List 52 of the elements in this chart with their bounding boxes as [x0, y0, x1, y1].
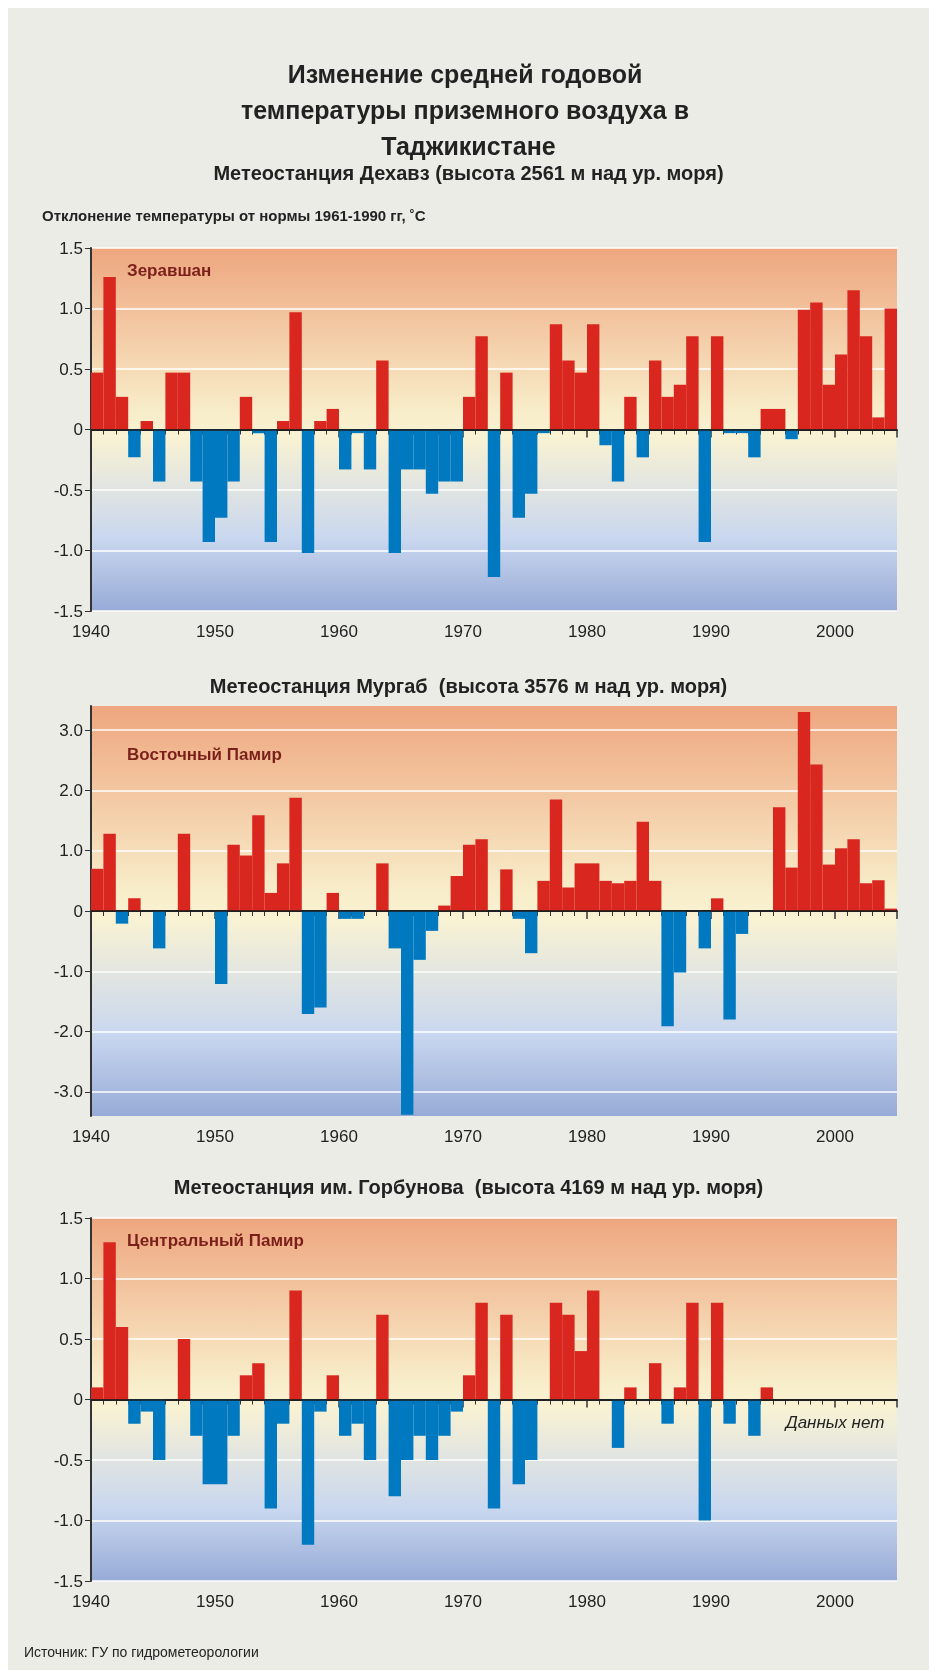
annotation: Зеравшан [127, 261, 212, 280]
x-tick-label: 1980 [568, 1127, 606, 1146]
y-tick-label: -2.0 [53, 1022, 83, 1042]
y-tick-label: -3.0 [53, 1082, 83, 1102]
y-tick-label: 2.0 [59, 780, 83, 800]
x-tick-label: 1970 [444, 622, 482, 641]
y-tick-label: 1.0 [59, 1269, 83, 1288]
x-tick-label: 1940 [72, 1592, 110, 1611]
chart-title: Изменение средней годовой температуры приземного воздуха в Таджикистане [241, 60, 696, 160]
annotation: Данных нет [783, 1413, 885, 1432]
x-tick-label: 1990 [692, 1592, 730, 1611]
y-tick-label: 1.5 [59, 1208, 83, 1228]
y-tick-label: -1.5 [53, 601, 83, 621]
chart-subtitle: Метеостанция им. Горбунова (высота 4169 м над ур. моря) [173, 1176, 764, 1198]
y-tick-label: 0 [73, 420, 83, 439]
x-tick-label: 1990 [692, 622, 730, 641]
y-tick-label: 0 [73, 1390, 83, 1409]
x-tick-label: 1980 [568, 622, 606, 641]
x-tick-label: 1940 [72, 1127, 110, 1146]
x-tick-label: 1970 [444, 1127, 482, 1146]
y-tick-label: 1.5 [59, 238, 83, 258]
x-tick-label: 1960 [320, 622, 358, 641]
x-tick-label: 2000 [816, 622, 854, 641]
x-tick-label: 1950 [196, 1127, 234, 1146]
y-tick-label: 0 [73, 901, 83, 921]
chart-subtitle: Метеостанция Мургаб (высота 3576 м над ур. моря) [209, 675, 728, 697]
y-tick-label: 0.5 [59, 359, 83, 379]
x-tick-label: 2000 [816, 1127, 854, 1146]
x-tick-label: 1950 [196, 622, 234, 641]
y-tick-label: 0.5 [59, 1329, 83, 1349]
x-tick-label: 1990 [692, 1127, 730, 1146]
y-tick-label: -0.5 [53, 1450, 83, 1470]
y-tick-label: -1.5 [53, 1571, 83, 1591]
x-tick-label: 1950 [196, 1592, 234, 1611]
x-tick-label: 1970 [444, 1592, 482, 1611]
text: Источник: ГУ по гидрометеорологии [24, 1644, 259, 1660]
y-axis-title: Отклонение температуры от нормы 1961-1990 гг, ˚С [42, 207, 426, 224]
y-tick-label: -1.0 [53, 1511, 83, 1530]
y-tick-label: -0.5 [53, 480, 83, 500]
x-tick-label: 1960 [320, 1592, 358, 1611]
x-tick-label: 1940 [72, 622, 110, 641]
x-tick-label: 1980 [568, 1592, 606, 1611]
x-tick-label: 2000 [816, 1592, 854, 1611]
y-tick-label: -1.0 [53, 541, 83, 560]
x-tick-label: 1960 [320, 1127, 358, 1146]
y-tick-label: -1.0 [53, 961, 83, 981]
y-tick-label: 1.0 [59, 841, 83, 861]
y-tick-label: 1.0 [59, 299, 83, 318]
y-tick-label: 3.0 [59, 720, 83, 740]
chart-subtitle: Метеостанция Дехавз (высота 2561 м над ур. моря) [213, 162, 724, 184]
annotation: Центральный Памир [127, 1231, 304, 1250]
annotation: Восточный Памир [127, 745, 282, 764]
